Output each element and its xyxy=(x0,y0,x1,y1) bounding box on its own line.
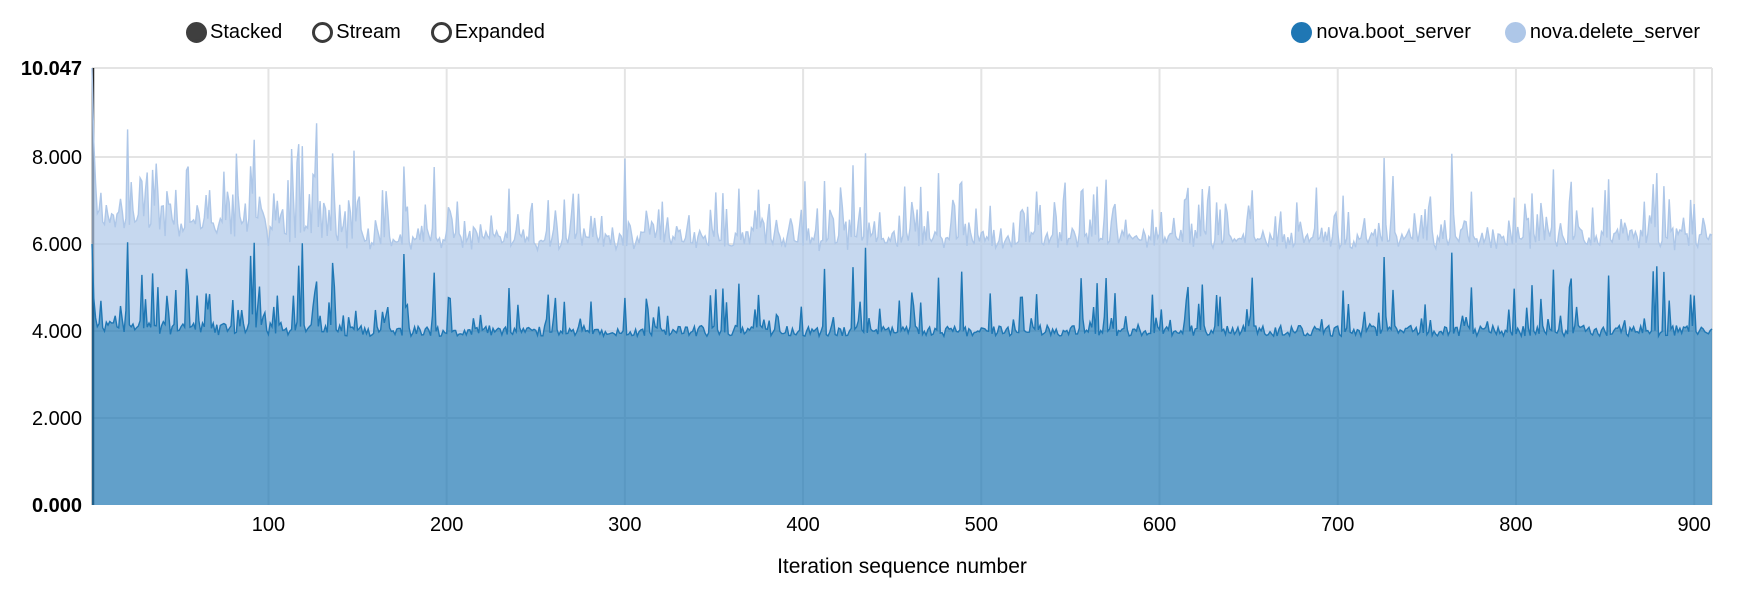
x-tick-label: 900 xyxy=(1677,514,1710,536)
series-color-boot-icon xyxy=(1291,22,1313,43)
radio-selected-icon xyxy=(186,22,207,43)
radio-unselected-icon xyxy=(312,22,334,43)
chart-mode-controls: Stacked Stream Expanded xyxy=(186,22,545,43)
y-tick-label: 8.000 xyxy=(32,147,82,169)
x-tick-label: 800 xyxy=(1499,514,1532,536)
control-stream[interactable]: Stream xyxy=(312,21,401,43)
x-tick-label: 200 xyxy=(430,514,463,536)
x-tick-label: 600 xyxy=(1143,514,1176,536)
y-tick-label: 2.000 xyxy=(32,408,82,430)
legend-label-boot: nova.boot_server xyxy=(1316,21,1471,43)
x-tick-label: 400 xyxy=(786,514,819,536)
control-stacked-label: Stacked xyxy=(210,21,283,43)
legend-item-nova-boot-server[interactable]: nova.boot_server xyxy=(1291,22,1471,43)
chart-legend: nova.boot_server nova.delete_server xyxy=(1291,22,1700,43)
y-tick-label: 6.000 xyxy=(32,234,82,256)
y-tick-label: 10.047 xyxy=(21,58,82,80)
control-expanded-label: Expanded xyxy=(454,21,545,43)
series-color-delete-icon xyxy=(1504,22,1526,43)
x-tick-label: 700 xyxy=(1321,514,1354,536)
x-axis-title: Iteration sequence number xyxy=(777,555,1027,578)
y-tick-label: 4.000 xyxy=(32,321,82,343)
y-tick-label: 0.000 xyxy=(32,495,82,517)
control-stacked[interactable]: Stacked xyxy=(186,22,282,43)
radio-unselected-icon xyxy=(430,22,452,43)
control-stream-label: Stream xyxy=(336,21,401,43)
legend-item-nova-delete-server[interactable]: nova.delete_server xyxy=(1504,21,1700,43)
delete-boundary-line xyxy=(91,67,1713,253)
area-nova-delete-server[interactable] xyxy=(92,68,1712,337)
boot-boundary-line xyxy=(91,242,1713,339)
x-tick-label: 300 xyxy=(608,514,641,536)
x-tick-label: 100 xyxy=(252,514,285,536)
x-tick-label: 500 xyxy=(965,514,998,536)
control-expanded[interactable]: Expanded xyxy=(430,21,545,43)
area-nova-boot-server[interactable] xyxy=(92,242,1712,506)
legend-label-delete: nova.delete_server xyxy=(1529,21,1700,43)
